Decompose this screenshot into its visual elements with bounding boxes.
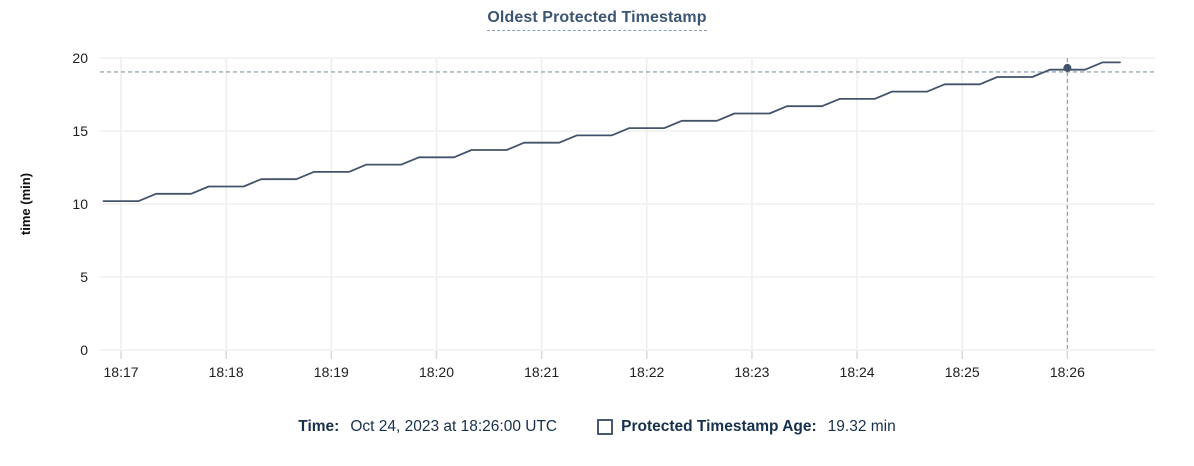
legend-time: Time: Oct 24, 2023 at 18:26:00 UTC — [298, 416, 557, 438]
y-tick-label: 10 — [72, 196, 88, 212]
x-tick-label: 18:20 — [419, 364, 454, 380]
series-checkbox-icon[interactable] — [597, 419, 614, 435]
legend-time-label: Time: — [298, 418, 340, 435]
x-tick-label: 18:17 — [104, 364, 139, 380]
legend-series-toggle[interactable]: Protected Timestamp Age: 19.32 min — [597, 416, 896, 438]
y-tick-label: 15 — [72, 123, 88, 139]
legend-series-label: Protected Timestamp Age: — [621, 418, 817, 435]
x-tick-label: 18:24 — [840, 364, 875, 380]
chart-legend: Time: Oct 24, 2023 at 18:26:00 UTC Prote… — [0, 416, 1194, 438]
legend-series-value: 19.32 min — [827, 418, 896, 435]
y-axis-title: time (min) — [18, 173, 33, 235]
chart-title[interactable]: Oldest Protected Timestamp — [487, 9, 707, 31]
x-tick-label: 18:19 — [314, 364, 349, 380]
y-tick-label: 20 — [72, 50, 88, 66]
chart-canvas[interactable]: 0 5 10 15 20 18:17 18:18 18:19 18:20 18:21 18:22 18… — [0, 0, 1194, 400]
x-tick-label: 18:23 — [734, 364, 769, 380]
chart-title-row: Oldest Protected Timestamp — [0, 9, 1194, 31]
x-tick-label: 18:18 — [209, 364, 244, 380]
series-line — [102, 61, 1121, 203]
y-tick-label: 5 — [80, 269, 88, 285]
x-tick-label: 18:22 — [629, 364, 664, 380]
x-tick-label: 18:21 — [524, 364, 559, 380]
y-tick-label: 0 — [80, 342, 88, 358]
hover-point — [1063, 63, 1072, 72]
x-tick-label: 18:26 — [1050, 364, 1085, 380]
legend-time-value: Oct 24, 2023 at 18:26:00 UTC — [350, 418, 558, 435]
x-tick-label: 18:25 — [945, 364, 980, 380]
